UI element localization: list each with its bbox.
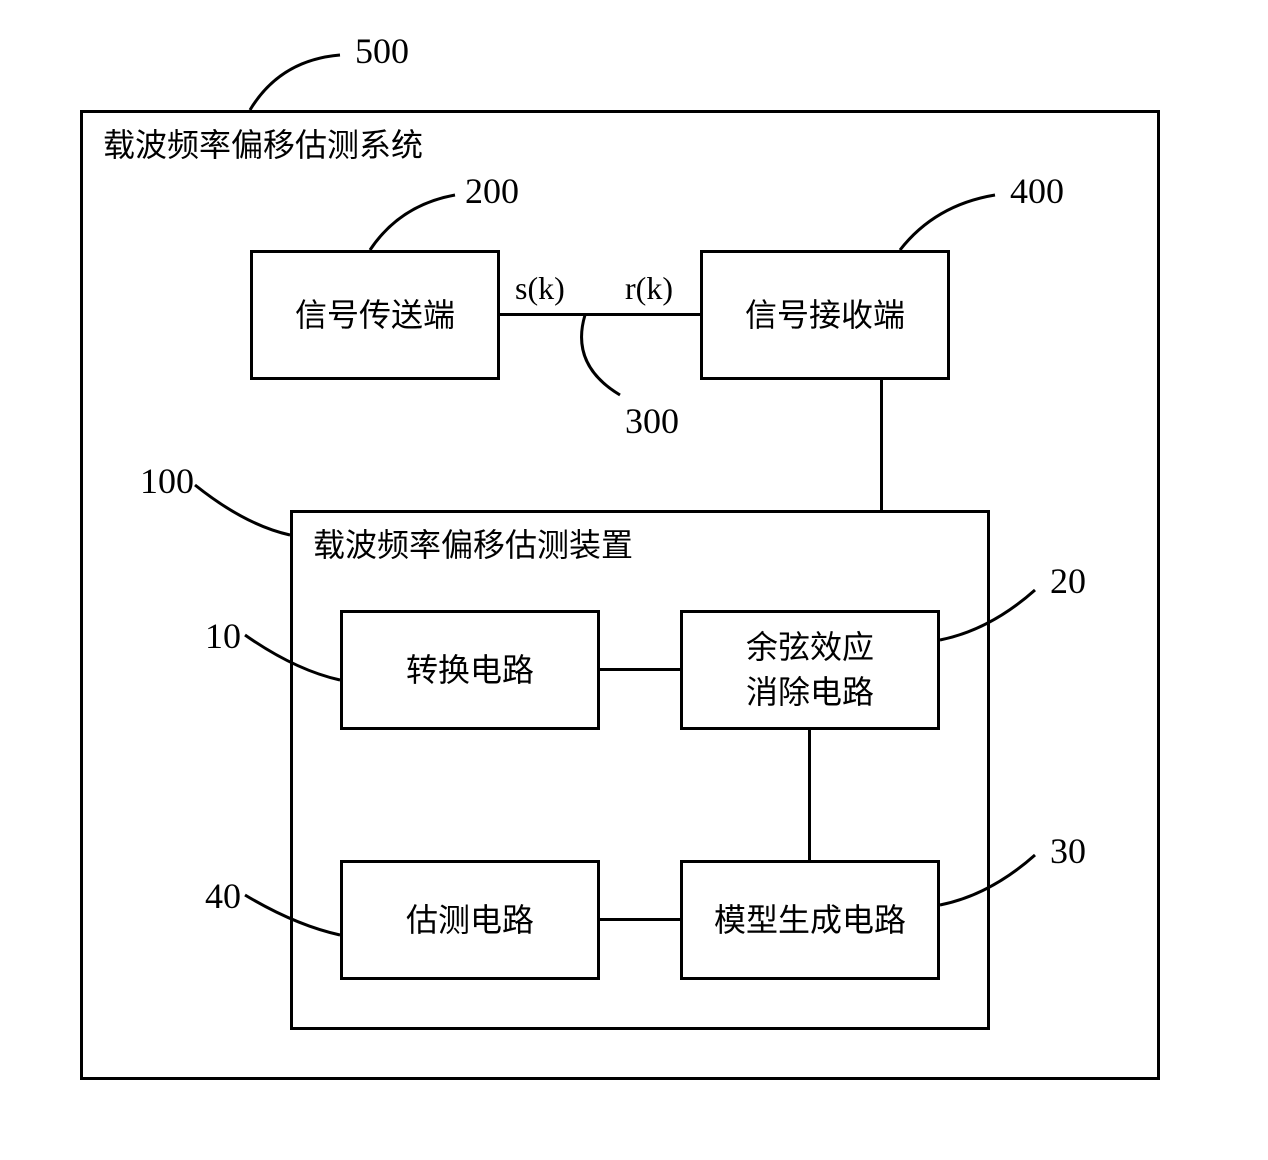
estimation-box: 估测电路	[340, 860, 600, 980]
conn-est-model	[600, 918, 680, 921]
model-gen-box: 模型生成电路	[680, 860, 940, 980]
conn-cosine-model	[808, 730, 811, 860]
signal-rx-label: 信号接收端	[745, 293, 905, 338]
ref-200: 200	[465, 170, 519, 212]
conn-tx-rx	[500, 313, 700, 316]
conn-conv-cosine	[600, 668, 680, 671]
ref-20: 20	[1050, 560, 1086, 602]
cosine-cancel-label: 余弦效应消除电路	[746, 625, 874, 715]
ref-40: 40	[205, 875, 241, 917]
signal-rx-box: 信号接收端	[700, 250, 950, 380]
conn-rx-device	[880, 380, 883, 510]
ref-400: 400	[1010, 170, 1064, 212]
signal-tx-box: 信号传送端	[250, 250, 500, 380]
signal-tx-label: 信号传送端	[295, 293, 455, 338]
signal-rk: r(k)	[625, 270, 673, 307]
ref-30: 30	[1050, 830, 1086, 872]
estimation-label: 估测电路	[406, 898, 534, 943]
conversion-box: 转换电路	[340, 610, 600, 730]
ref-300: 300	[625, 400, 679, 442]
model-gen-label: 模型生成电路	[714, 898, 906, 943]
ref-100: 100	[140, 460, 194, 502]
diagram-root: 载波频率偏移估测系统 500 信号传送端 200 信号接收端 400 s(k) …	[80, 60, 1160, 1080]
ref-500: 500	[355, 30, 409, 72]
device-title: 载波频率偏移估测装置	[313, 523, 633, 568]
outer-system-title: 载波频率偏移估测系统	[103, 123, 423, 168]
signal-sk: s(k)	[515, 270, 565, 307]
cosine-cancel-box: 余弦效应消除电路	[680, 610, 940, 730]
ref-10: 10	[205, 615, 241, 657]
conversion-label: 转换电路	[406, 648, 534, 693]
